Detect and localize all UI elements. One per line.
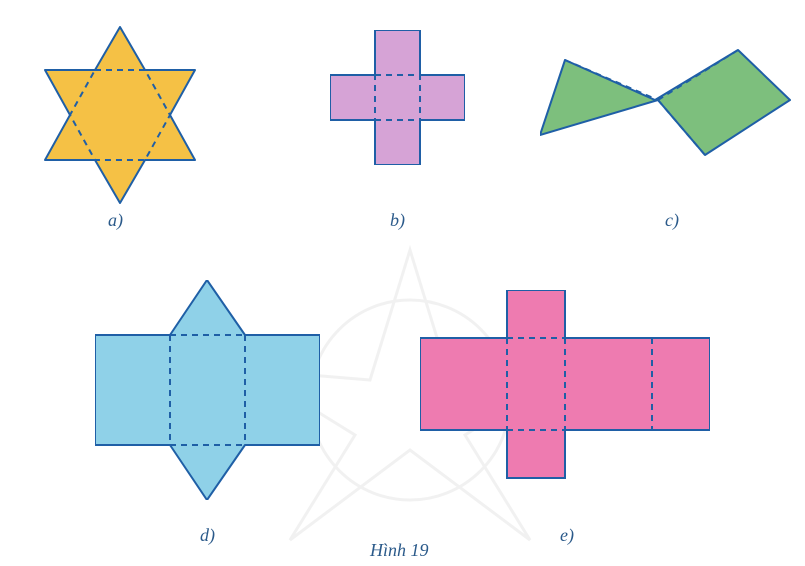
star-outline — [45, 27, 195, 203]
shape-a-star — [20, 15, 220, 215]
cross-outline — [330, 30, 465, 165]
label-a: a) — [108, 210, 123, 231]
shape-d-prism-net — [95, 280, 320, 500]
label-d: d) — [200, 525, 215, 546]
shape-e-pink-net — [420, 290, 710, 480]
shape-c-concave — [540, 40, 795, 180]
label-c: c) — [665, 210, 679, 231]
prism-outline — [95, 280, 320, 500]
shape-b-cross — [330, 30, 465, 165]
figure-caption: Hình 19 — [370, 540, 429, 561]
label-b: b) — [390, 210, 405, 231]
label-e: e) — [560, 525, 574, 546]
